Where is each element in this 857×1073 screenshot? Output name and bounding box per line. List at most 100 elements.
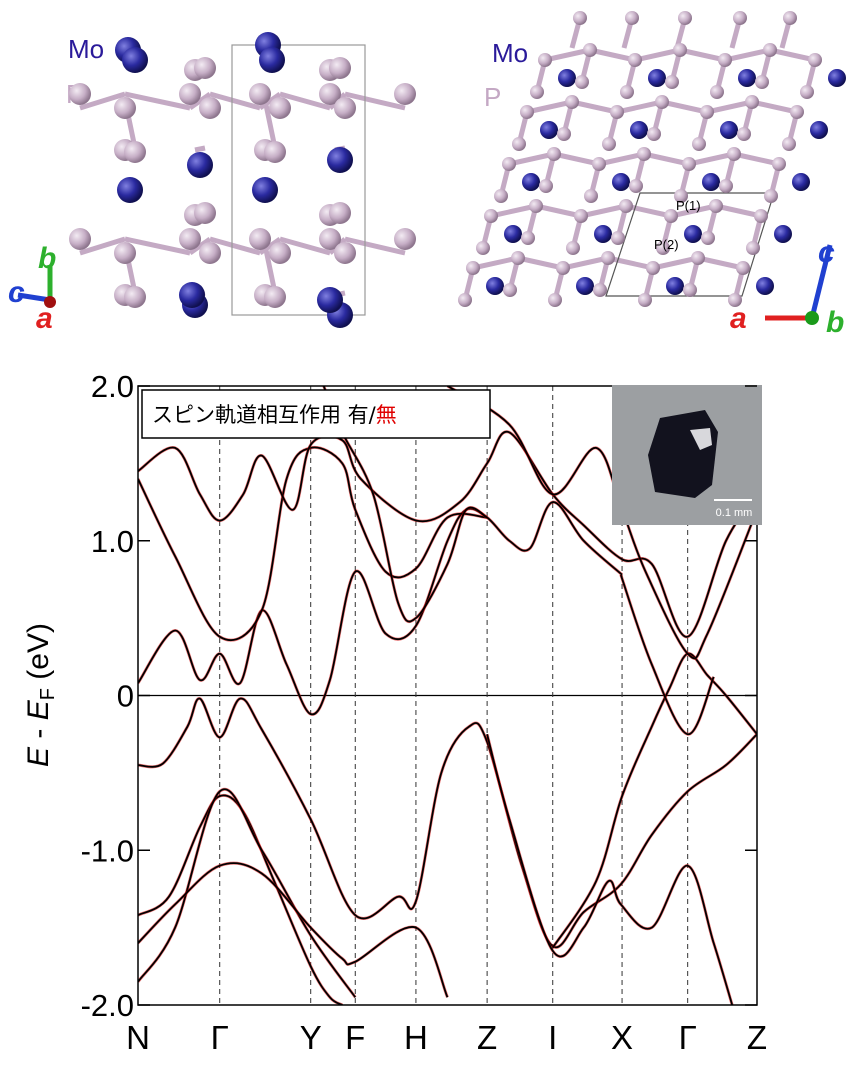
p-atom	[700, 105, 714, 119]
mo-atom	[327, 147, 353, 173]
p-atom	[548, 293, 562, 307]
axis-letter: a	[730, 302, 747, 335]
p-atom	[179, 83, 201, 105]
mo-atom	[666, 277, 684, 295]
p-atom	[755, 75, 769, 89]
x-tick-label: Γ	[679, 1019, 697, 1056]
p-atom	[782, 137, 796, 151]
p-atom	[683, 283, 697, 297]
mo-atom	[252, 177, 278, 203]
y-label-part: F	[37, 688, 59, 700]
y-tick-label: -1.0	[81, 833, 134, 868]
mo-atom	[720, 121, 738, 139]
p-atom	[772, 157, 786, 171]
p-atom	[114, 97, 136, 119]
p-atom	[249, 228, 271, 250]
p-atom	[763, 43, 777, 57]
p-atom	[494, 189, 508, 203]
mo-atom	[594, 225, 612, 243]
p-atom	[573, 11, 587, 25]
mo-atom	[774, 225, 792, 243]
mo-atom	[630, 121, 648, 139]
legend-label: スピン軌道相互作用 有/	[152, 403, 377, 427]
axis-origin	[805, 311, 819, 325]
p-atom	[593, 283, 607, 297]
p-atom	[710, 85, 724, 99]
axis-letter: b	[38, 242, 56, 275]
p-atom	[575, 75, 589, 89]
p-atom	[764, 189, 778, 203]
p-atom	[610, 105, 624, 119]
p-atom	[619, 199, 633, 213]
p-atom	[583, 43, 597, 57]
structure-left: Mo P b c a	[8, 32, 416, 335]
y-label-part: E	[22, 746, 55, 767]
p-atom	[194, 57, 216, 79]
p-atom	[601, 251, 615, 265]
p-atom	[503, 283, 517, 297]
p-atom	[754, 209, 768, 223]
axis-letter: b	[826, 306, 844, 339]
mo-atom	[684, 225, 702, 243]
mo-atom	[648, 69, 666, 87]
legend: スピン軌道相互作用 有/無	[142, 390, 490, 438]
p-atom	[329, 57, 351, 79]
p-atom	[512, 137, 526, 151]
p-atom	[574, 209, 588, 223]
p-atom	[114, 242, 136, 264]
p-atom	[783, 11, 797, 25]
p-atom	[602, 137, 616, 151]
p-atom	[701, 231, 715, 245]
p-atom	[691, 251, 705, 265]
p-atom	[592, 157, 606, 171]
p-atom	[458, 293, 472, 307]
p-atom	[466, 261, 480, 275]
p-atom	[736, 261, 750, 275]
p-atom	[529, 199, 543, 213]
mo-atom	[612, 173, 630, 191]
p-atom	[678, 11, 692, 25]
p-atom	[625, 11, 639, 25]
p-atom	[69, 228, 91, 250]
atom-label: Mo	[492, 38, 528, 68]
page: {"chart_data":{"type":"line", "ylabel":[…	[0, 0, 857, 1068]
axis-letter: a	[36, 302, 53, 335]
p-atom	[556, 261, 570, 275]
structure-right: Mo P c a b P(1)P(2)	[458, 11, 846, 339]
mo-atom	[558, 69, 576, 87]
p-atom	[727, 147, 741, 161]
p-atom	[329, 202, 351, 224]
y-label-part: E	[22, 699, 55, 720]
p-atom	[511, 251, 525, 265]
p-atom	[124, 286, 146, 308]
p-atom	[629, 179, 643, 193]
mo-atom	[702, 173, 720, 191]
y-label-part: -	[22, 720, 55, 747]
p-atom	[673, 43, 687, 57]
atom-label: P(2)	[654, 237, 679, 252]
p-atom	[194, 202, 216, 224]
p-atom	[637, 147, 651, 161]
y-tick-label: -2.0	[81, 988, 134, 1023]
p-atom	[264, 286, 286, 308]
p-atom	[719, 179, 733, 193]
p-atom	[746, 241, 760, 255]
p-atom	[718, 53, 732, 67]
p-atom	[655, 95, 669, 109]
p-atom	[199, 242, 221, 264]
p-atom	[647, 127, 661, 141]
p-atom	[199, 97, 221, 119]
p-atom	[728, 293, 742, 307]
p-atom	[179, 228, 201, 250]
p-atom	[646, 261, 660, 275]
x-tick-label: Γ	[211, 1019, 229, 1056]
p-atom	[502, 157, 516, 171]
p-atom	[737, 127, 751, 141]
y-tick-label: 0	[117, 679, 134, 714]
atom-label: P	[484, 82, 501, 112]
p-atom	[539, 179, 553, 193]
p-atom	[566, 241, 580, 255]
bond	[195, 148, 205, 150]
p-atom	[547, 147, 561, 161]
p-atom	[530, 85, 544, 99]
